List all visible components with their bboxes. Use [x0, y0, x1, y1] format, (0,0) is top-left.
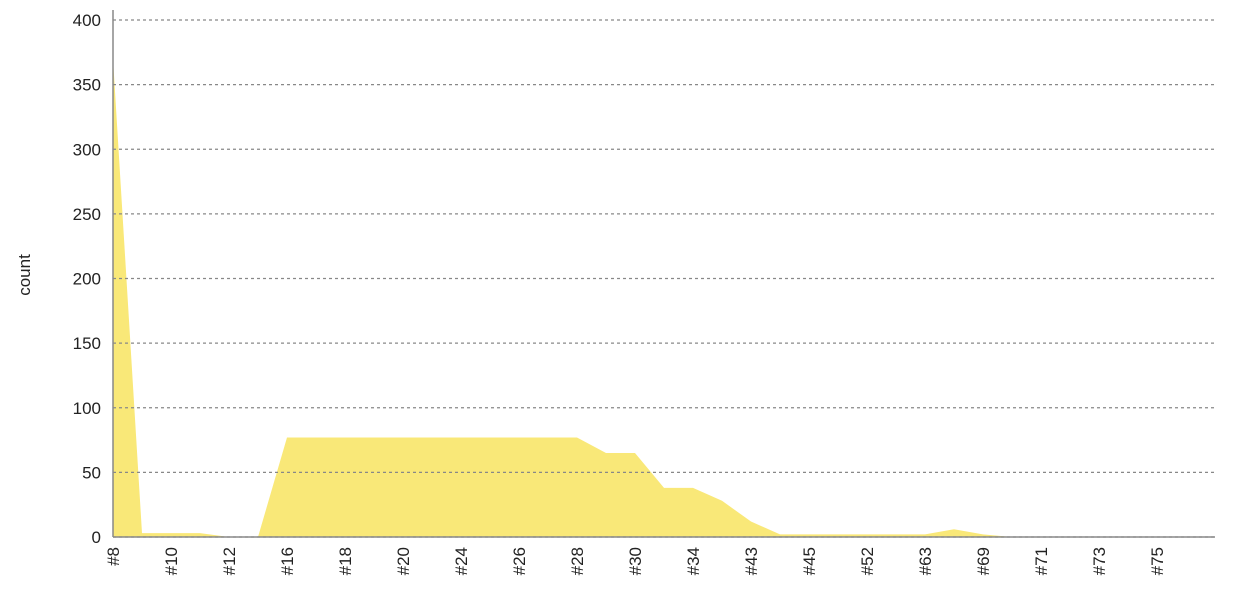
- y-tick-label: 350: [73, 76, 101, 95]
- y-tick-label: 400: [73, 11, 101, 30]
- x-tick-label: #16: [278, 547, 297, 575]
- x-tick-label: #30: [626, 547, 645, 575]
- x-tick-label: #69: [974, 547, 993, 575]
- y-tick-label: 0: [92, 528, 101, 547]
- x-tick-label: #63: [916, 547, 935, 575]
- x-tick-label: #43: [742, 547, 761, 575]
- x-tick-label: #28: [568, 547, 587, 575]
- x-tick-label: #34: [684, 547, 703, 575]
- y-tick-label: 100: [73, 399, 101, 418]
- x-tick-label: #75: [1148, 547, 1167, 575]
- x-tick-label: #24: [452, 547, 471, 575]
- x-tick-label: #8: [104, 547, 123, 566]
- y-tick-label: 150: [73, 334, 101, 353]
- x-tick-label: #26: [510, 547, 529, 575]
- y-axis-label: count: [15, 254, 34, 296]
- area: [113, 58, 1215, 538]
- y-tick-label: 50: [82, 463, 101, 482]
- x-tick-label: #45: [800, 547, 819, 575]
- x-tick-label: #12: [220, 547, 239, 575]
- x-tick-label: #52: [858, 547, 877, 575]
- x-tick-label: #73: [1090, 547, 1109, 575]
- x-tick-label: #20: [394, 547, 413, 575]
- y-tick-label: 200: [73, 270, 101, 289]
- x-tick-label: #10: [162, 547, 181, 575]
- y-tick-label: 250: [73, 205, 101, 224]
- y-tick-label: 300: [73, 140, 101, 159]
- x-tick-label: #18: [336, 547, 355, 575]
- x-tick-label: #71: [1032, 547, 1051, 575]
